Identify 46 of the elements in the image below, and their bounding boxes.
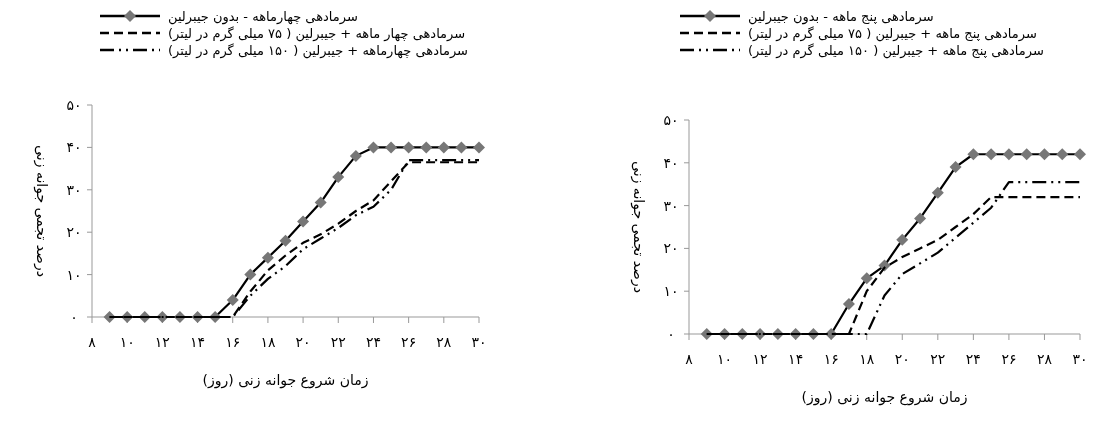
x-tick-label: ۳۰ <box>1072 351 1088 367</box>
y-tick-label: ۳۰ <box>663 197 679 214</box>
y-tick-label: ۴۰ <box>663 154 679 171</box>
y-tick-label: ۱۰ <box>663 283 679 300</box>
x-axis-title: زمان شروع جوانه زنی (روز) <box>801 389 968 406</box>
x-tick-label: ۱۴ <box>190 334 206 350</box>
y-axis-title: درصد تجمی جوانه زنی <box>33 145 50 277</box>
legend-label: سرمادهی چهار ماهه + جیبرلین ( ۷۵ میلی گرم در لیتر) <box>168 26 466 42</box>
y-tick-label: ۱۰ <box>66 266 82 283</box>
x-axis-title: زمان شروع جوانه زنی (روز) <box>202 372 369 389</box>
x-tick-label: ۲۸ <box>1036 351 1053 367</box>
x-tick-label: ۸ <box>88 334 97 350</box>
x-tick-label: ۱۶ <box>225 334 241 350</box>
y-tick-label: ۲۰ <box>663 240 679 257</box>
y-tick-label: ۰ <box>70 309 78 325</box>
x-tick-label: ۱۸ <box>859 351 875 367</box>
y-tick-label: ۵۰ <box>663 112 679 128</box>
x-tick-label: ۲۲ <box>330 334 346 350</box>
x-tick-label: ۱۴ <box>788 351 804 367</box>
y-axis-title: درصد تجمی جوانه زنی <box>630 161 647 293</box>
y-tick-label: ۳۰ <box>66 181 82 198</box>
legend-label: سرمادهی چهارماهه + جیبرلین ( ۱۵۰ میلی گرم در لیتر) <box>168 43 468 59</box>
x-tick-label: ۱۰ <box>717 351 733 367</box>
y-tick-label: ۴۰ <box>66 139 82 156</box>
y-tick-label: ۰ <box>667 326 675 342</box>
x-tick-label: ۲۶ <box>401 334 417 350</box>
x-tick-label: ۲۰ <box>894 351 910 367</box>
x-tick-label: ۱۲ <box>154 334 170 350</box>
y-tick-label: ۲۰ <box>66 224 82 241</box>
x-tick-label: ۲۴ <box>365 334 381 350</box>
legend-label: سرمادهی پنج ماهه - بدون جیبرلین <box>748 9 934 25</box>
x-tick-label: ۱۸ <box>260 334 276 350</box>
x-tick-label: ۲۰ <box>295 334 311 350</box>
legend-label: سرمادهی پنج ماهه + جیبرلین ( ۱۵۰ میلی گرم در لیتر) <box>748 43 1044 59</box>
x-tick-label: ۳۰ <box>471 334 487 350</box>
y-tick-label: ۵۰ <box>66 97 82 113</box>
x-tick-label: ۱۰ <box>119 334 135 350</box>
x-tick-label: ۸ <box>685 351 694 367</box>
x-tick-label: ۱۶ <box>823 351 839 367</box>
x-tick-label: ۲۸ <box>436 334 452 350</box>
x-tick-label: ۲۶ <box>1001 351 1017 367</box>
x-tick-label: ۲۴ <box>965 351 981 367</box>
x-tick-label: ۱۲ <box>752 351 768 367</box>
legend-label: سرمادهی چهارماهه - بدون جیبرلین <box>168 9 358 25</box>
legend-label: سرمادهی پنج ماهه + جیبرلین ( ۷۵ میلی گرم در لیتر) <box>748 26 1037 42</box>
x-tick-label: ۲۲ <box>930 351 946 367</box>
